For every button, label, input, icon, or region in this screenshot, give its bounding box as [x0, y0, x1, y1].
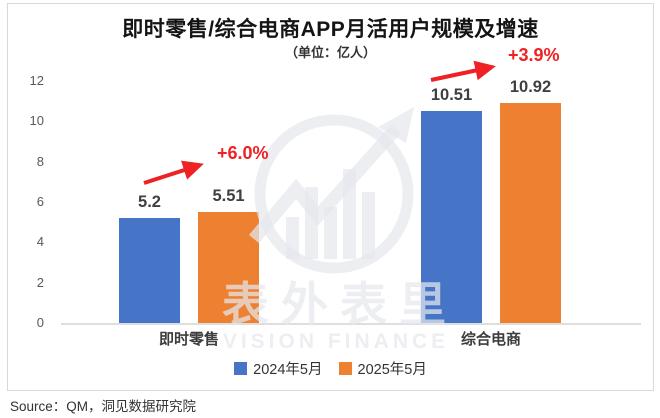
bar-2025年5月-综合电商: [500, 102, 561, 323]
bar-value-label: 5.2: [138, 193, 161, 212]
legend-item-2025年5月: 2025年5月: [338, 358, 427, 379]
legend-item-2024年5月: 2024年5月: [234, 358, 323, 379]
bar-value-label: 10.92: [509, 77, 552, 96]
y-axis-tick-label: 10: [29, 113, 44, 129]
source-text: Source：QM，洞见数据研究院: [10, 399, 197, 414]
y-axis-tick-label: 0: [36, 315, 44, 330]
growth-label-instant-retail: +6.0%: [217, 143, 269, 163]
legend-label: 2025年5月: [357, 362, 427, 378]
bar-2024年5月-即时零售: [119, 218, 180, 323]
watermark-trend-arrow-icon: [249, 124, 401, 244]
x-axis-line: [61, 323, 641, 325]
watermark-circle-icon: [254, 114, 414, 274]
y-axis-tick-label: 12: [29, 73, 44, 88]
legend-swatch-icon: [234, 362, 248, 375]
legend-label: 2024年5月: [253, 362, 323, 378]
chart-subtitle: （单位：亿人）: [284, 45, 376, 60]
growth-arrow-ecommerce: [428, 56, 508, 91]
bar-value-label: 5.51: [212, 186, 245, 205]
legend-swatch-icon: [338, 362, 352, 375]
chart-title: 即时零售/综合电商APP月活用户规模及增速: [122, 18, 539, 41]
chart-frame: 即时零售/综合电商APP月活用户规模及增速 （单位：亿人） 0 2 4 6 8 10 12 …: [7, 3, 654, 391]
bar-2025年5月-即时零售: [198, 211, 259, 323]
category-label: 即时零售: [158, 331, 220, 348]
legend: 2024年5月 2025年5月: [8, 358, 653, 379]
growth-label-ecommerce: +3.9%: [508, 45, 560, 65]
y-axis-tick-label: 2: [36, 274, 44, 290]
y-axis-tick-label: 4: [36, 234, 44, 250]
category-label: 综合电商: [460, 331, 522, 348]
growth-arrow-instant-retail: [140, 154, 216, 195]
bar-2024年5月-综合电商: [421, 111, 482, 323]
y-axis-tick-label: 6: [36, 194, 44, 209]
bar-value-label: 10.51: [430, 86, 473, 105]
y-axis-tick-label: 8: [36, 153, 44, 169]
watermark-text-en: VISION FINANCE: [223, 330, 449, 353]
